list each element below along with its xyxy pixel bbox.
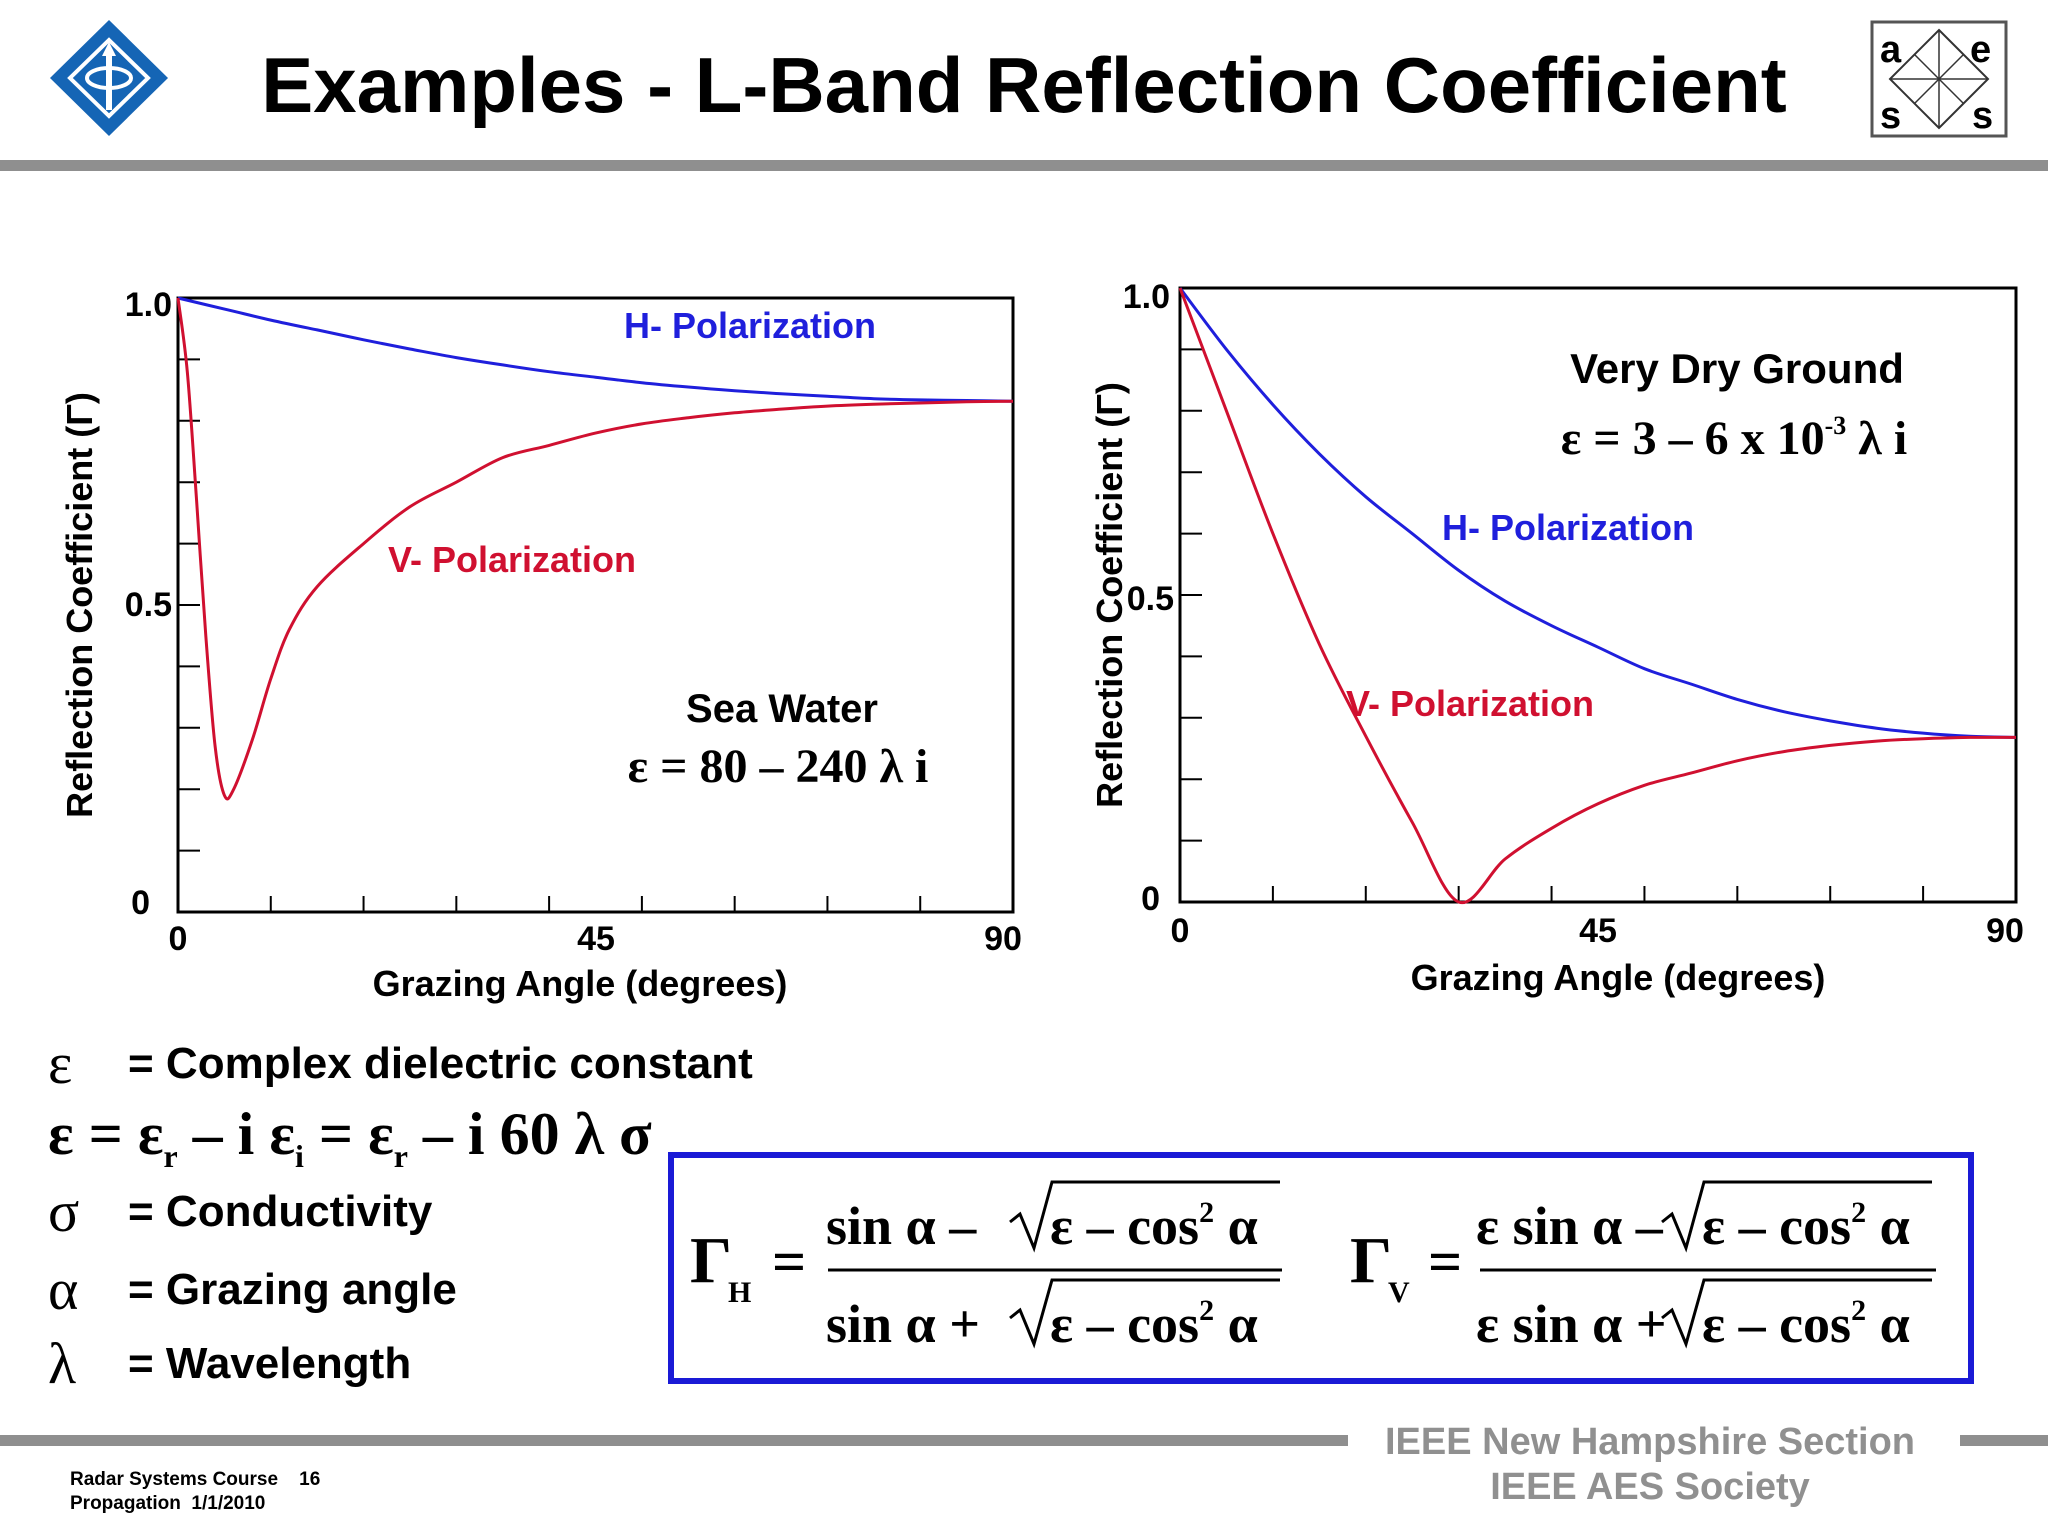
curves bbox=[1178, 287, 2017, 905]
gamma-v-numerator-sin: ε sin α – bbox=[1476, 1196, 1664, 1256]
header-rule bbox=[0, 160, 2048, 171]
aes-letter-a: a bbox=[1880, 29, 1902, 71]
gamma-v-subscript: V bbox=[1388, 1276, 1410, 1309]
gamma-h-numerator-sin: sin α – bbox=[826, 1196, 977, 1256]
v-polarization-label: V- Polarization bbox=[388, 539, 636, 580]
epsilon-formula: ε = 80 – 240 λ i bbox=[628, 740, 929, 793]
sigma-definition: = Conductivity bbox=[128, 1186, 433, 1236]
svg-text:ε – cos2 α: ε – cos2 α bbox=[1702, 1294, 1910, 1354]
gamma-h-equals: = bbox=[772, 1229, 806, 1295]
footer-date: 1/1/2010 bbox=[191, 1493, 266, 1514]
gamma-h-formula: Γ H = sin α – ε – cos2 α sin α + ε – cos… bbox=[690, 1180, 1282, 1354]
y-tick-05: 0.5 bbox=[1127, 580, 1174, 618]
x-tick-45: 45 bbox=[1579, 912, 1617, 950]
footer-section: Propagation bbox=[70, 1493, 181, 1514]
page-title: Examples - L-Band Reflection Coefficient bbox=[261, 41, 1787, 129]
x-axis-label: Grazing Angle (degrees) bbox=[1411, 957, 1826, 998]
y-tick-0: 0 bbox=[131, 884, 150, 922]
alpha-definition: = Grazing angle bbox=[128, 1264, 457, 1314]
x-tick-0: 0 bbox=[169, 920, 188, 958]
footer-organizations: IEEE New Hampshire Section IEEE AES Soci… bbox=[1340, 1420, 1960, 1510]
sea-water-chart: 1.0 0.5 0 0 45 90 Grazing Angle (degrees… bbox=[59, 286, 1022, 1004]
definition-epsilon: ε = Complex dielectric constant bbox=[48, 1030, 753, 1097]
aes-letter-s2: s bbox=[1972, 95, 1993, 137]
svg-text:ε – cos2 α: ε – cos2 α bbox=[1702, 1196, 1910, 1256]
y-axis-label: Reflection Coefficient (Γ) bbox=[1089, 382, 1130, 808]
epsilon-definition: = Complex dielectric constant bbox=[128, 1038, 753, 1088]
dry-ground-chart: 1.0 0.5 0 0 45 90 Grazing Angle (degrees… bbox=[1089, 278, 2024, 998]
footer-page-number: 16 bbox=[299, 1469, 321, 1490]
y-tick-0: 0 bbox=[1141, 880, 1160, 918]
curves bbox=[176, 296, 1014, 801]
h-polarization-label: H- Polarization bbox=[1442, 507, 1694, 548]
definition-alpha: α = Grazing angle bbox=[48, 1256, 457, 1323]
h-polarization-label: H- Polarization bbox=[624, 305, 876, 346]
tick-marks bbox=[178, 358, 922, 912]
alpha-symbol: α bbox=[48, 1257, 79, 1322]
gamma-h-symbol: Γ bbox=[690, 1224, 732, 1297]
sigma-symbol: σ bbox=[48, 1179, 80, 1244]
epsilon-symbol: ε bbox=[48, 1031, 73, 1096]
v-polarization-curve bbox=[1178, 287, 2017, 905]
material-label: Very Dry Ground bbox=[1570, 345, 1904, 392]
ieee-diamond-icon bbox=[50, 20, 168, 136]
material-label: Sea Water bbox=[686, 687, 878, 731]
svg-text:ε – cos2 α: ε – cos2 α bbox=[1050, 1196, 1258, 1256]
gamma-v-formula: Γ V = ε sin α – ε – cos2 α ε sin α + ε –… bbox=[1350, 1180, 1936, 1354]
lambda-symbol: λ bbox=[48, 1331, 77, 1396]
v-polarization-curve bbox=[176, 297, 1014, 801]
gamma-v-symbol: Γ bbox=[1350, 1224, 1392, 1297]
definition-lambda: λ = Wavelength bbox=[48, 1330, 411, 1397]
x-tick-0: 0 bbox=[1171, 912, 1190, 950]
y-tick-1: 1.0 bbox=[1123, 278, 1170, 316]
gamma-v-denominator-sin: ε sin α + bbox=[1476, 1294, 1667, 1354]
x-tick-90: 90 bbox=[1986, 912, 2024, 950]
definition-sigma: σ = Conductivity bbox=[48, 1178, 432, 1245]
v-polarization-label: V- Polarization bbox=[1346, 683, 1594, 724]
ieee-logo bbox=[48, 18, 170, 138]
h-polarization-curve bbox=[177, 296, 1014, 403]
reflection-formula-box: Γ H = sin α – ε – cos2 α sin α + ε – cos… bbox=[668, 1152, 1974, 1384]
gamma-h-denominator-sin: sin α + bbox=[826, 1294, 980, 1354]
svg-text:ε – cos2 α: ε – cos2 α bbox=[1050, 1294, 1258, 1354]
epsilon-equation: ε = εr – i εi = εr – i 60 λ σ bbox=[48, 1101, 652, 1174]
x-axis-label: Grazing Angle (degrees) bbox=[373, 963, 788, 1004]
y-tick-1: 1.0 bbox=[125, 286, 172, 324]
footer-rule-right bbox=[1960, 1435, 2048, 1446]
footer-org-2: IEEE AES Society bbox=[1490, 1466, 1810, 1508]
footer-rule-left bbox=[0, 1435, 1348, 1446]
x-tick-45: 45 bbox=[577, 920, 615, 958]
formula-box-border bbox=[668, 1152, 1974, 1384]
epsilon-formula: ε = 3 – 6 x 10-3 λ i bbox=[1561, 411, 1907, 465]
aes-letter-e: e bbox=[1970, 29, 1991, 71]
footer-course: Radar Systems Course bbox=[70, 1469, 279, 1490]
gamma-v-equals: = bbox=[1428, 1229, 1462, 1295]
aes-letter-s1: s bbox=[1880, 95, 1901, 137]
footer-course-info: Radar Systems Course 16 Propagation 1/1/… bbox=[70, 1468, 320, 1516]
x-tick-90: 90 bbox=[984, 920, 1022, 958]
gamma-h-subscript: H bbox=[728, 1276, 751, 1309]
y-tick-05: 0.5 bbox=[125, 586, 172, 624]
lambda-definition: = Wavelength bbox=[128, 1338, 412, 1388]
aes-logo: a e s s bbox=[1870, 20, 2008, 138]
y-axis-label: Reflection Coefficient (Γ) bbox=[59, 392, 100, 818]
h-polarization-curve bbox=[1178, 287, 2017, 739]
tick-marks bbox=[1180, 348, 1925, 902]
footer-org-1: IEEE New Hampshire Section bbox=[1384, 1421, 1916, 1463]
